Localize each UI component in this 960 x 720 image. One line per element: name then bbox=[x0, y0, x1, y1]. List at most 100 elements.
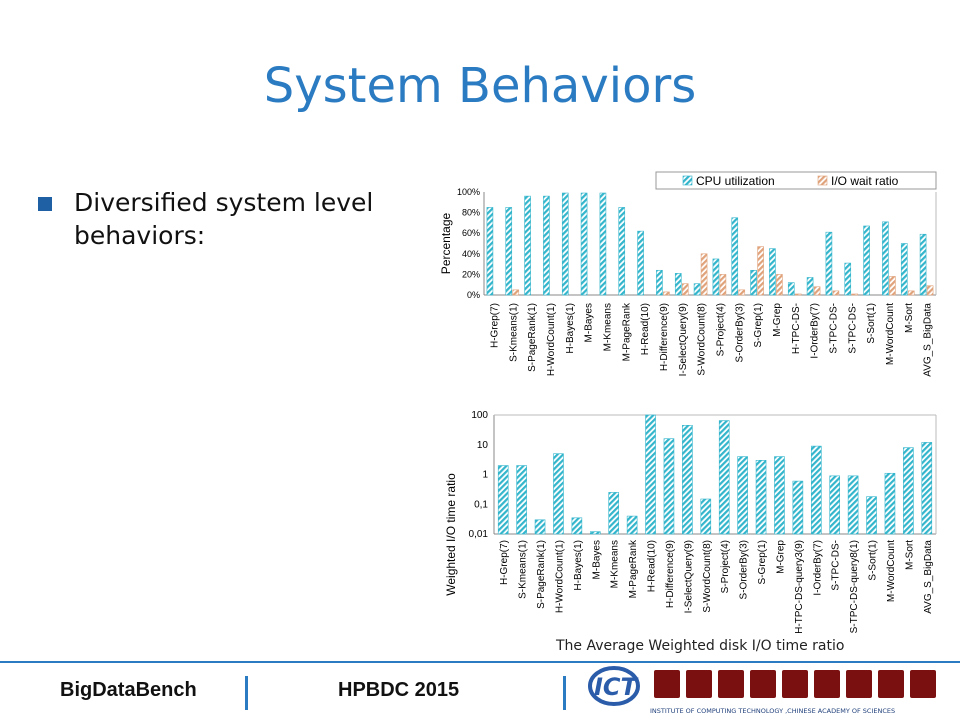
cpu-bar bbox=[637, 230, 644, 296]
x-tick-label: H-WordCount(1) bbox=[546, 303, 557, 376]
io-ratio-bar bbox=[645, 414, 656, 535]
chinese-name-glyphs bbox=[654, 670, 936, 698]
io-ratio-bar bbox=[810, 445, 822, 535]
x-tick-label: S-Grep(1) bbox=[753, 303, 764, 347]
cpu-bar bbox=[524, 195, 531, 296]
cpu-bar bbox=[769, 248, 776, 296]
x-tick-label: H-Grep(7) bbox=[489, 303, 500, 348]
x-tick-label: M-PageRank bbox=[621, 302, 632, 361]
io-ratio-bar bbox=[682, 425, 693, 535]
y-tick-label: 80% bbox=[462, 208, 480, 218]
footer-conference: HPBDC 2015 bbox=[338, 679, 460, 701]
cpu-bar bbox=[618, 207, 626, 296]
legend-label: CPU utilization bbox=[696, 174, 775, 188]
cpu-bar bbox=[787, 282, 795, 296]
cpu-bar bbox=[486, 207, 494, 296]
x-tick-label: M-WordCount bbox=[886, 540, 897, 602]
io-ratio-bar bbox=[589, 531, 601, 535]
y-tick-label: 60% bbox=[462, 228, 480, 238]
x-tick-label: S-Kmeans(1) bbox=[518, 540, 529, 599]
cpu-bar bbox=[825, 231, 833, 296]
io-wait-bar bbox=[926, 285, 934, 296]
io-wait-bar bbox=[738, 289, 746, 296]
io-ratio-bar bbox=[903, 447, 914, 535]
legend-box bbox=[655, 171, 937, 190]
io-ratio-bar bbox=[921, 442, 933, 535]
slide-title: System Behaviors bbox=[263, 58, 697, 114]
io-wait-bar bbox=[813, 286, 821, 296]
x-tick-label: M-Grep bbox=[775, 540, 786, 574]
cpu-bar bbox=[693, 283, 701, 296]
y-tick-label: 20% bbox=[462, 269, 480, 279]
io-wait-bar bbox=[663, 291, 670, 296]
x-tick-label: AVG_S_BigData bbox=[923, 303, 934, 377]
x-tick-label: H-Difference(9) bbox=[659, 303, 670, 371]
x-tick-label: M-Kmeans bbox=[602, 303, 613, 351]
io-ratio-bar bbox=[829, 475, 841, 535]
legend-swatch bbox=[682, 175, 693, 186]
io-ratio-bar bbox=[737, 456, 748, 535]
x-tick-label: H-WordCount(1) bbox=[554, 540, 565, 613]
y-tick-label: 10 bbox=[477, 440, 489, 451]
cpu-bar bbox=[882, 221, 889, 296]
io-ratio-bar bbox=[516, 465, 527, 535]
bullet-text: Diversified system level behaviors: bbox=[74, 188, 374, 250]
io-ratio-bar bbox=[553, 453, 564, 535]
cpu-bar bbox=[599, 192, 607, 296]
io-wait-bar bbox=[776, 274, 783, 296]
io-ratio-bar bbox=[884, 472, 896, 535]
x-tick-label: I-OrderBy(7) bbox=[810, 303, 821, 359]
x-tick-label: S-TPC-DS-query8(1) bbox=[849, 540, 860, 633]
footer-separator bbox=[245, 676, 248, 710]
y-tick-label: 100 bbox=[471, 410, 488, 421]
y-axis-label: Weighted I/O time ratio bbox=[444, 473, 458, 596]
cpu-bar bbox=[919, 233, 927, 296]
x-tick-label: S-OrderBy(3) bbox=[739, 540, 750, 599]
x-tick-label: S-Project(4) bbox=[715, 303, 726, 356]
svg-text:ICT: ICT bbox=[594, 673, 639, 701]
x-tick-label: S-TPC-DS- bbox=[847, 303, 858, 354]
x-tick-label: H-TPC-DS- bbox=[791, 303, 802, 354]
chart-caption: The Average Weighted disk I/O time ratio bbox=[556, 638, 845, 654]
y-tick-label: 0,01 bbox=[469, 529, 489, 540]
io-wait-bar bbox=[851, 293, 859, 296]
footer-divider bbox=[0, 661, 960, 663]
y-tick-label: 40% bbox=[462, 249, 480, 259]
x-tick-label: S-Project(4) bbox=[720, 540, 731, 593]
bullet-marker bbox=[38, 197, 52, 211]
io-wait-bar bbox=[700, 253, 708, 296]
x-tick-label: I-OrderBy(7) bbox=[812, 540, 823, 596]
io-ratio-bar bbox=[663, 438, 675, 535]
cpu-bar bbox=[806, 277, 814, 296]
io-ratio-bar bbox=[534, 519, 546, 535]
cpu-bar bbox=[900, 243, 908, 296]
x-tick-label: S-PageRank(1) bbox=[527, 303, 538, 372]
weighted-io-chart: 0,01 0,1 1 10 100 Weighted I/O time ratio H-Gr… bbox=[444, 410, 937, 634]
x-tick-label: S-WordCount(8) bbox=[697, 303, 708, 376]
x-tick-label: S-Sort(1) bbox=[868, 540, 879, 581]
x-tick-label: M-Bayes bbox=[584, 303, 595, 342]
legend-swatch bbox=[817, 175, 828, 186]
x-tick-label: H-TPC-DS-query3(9) bbox=[794, 540, 805, 634]
io-wait-bar bbox=[889, 276, 896, 296]
x-tick-label: H-Read(10) bbox=[647, 540, 658, 592]
x-tick-label: M-Sort bbox=[904, 303, 915, 333]
x-tick-label: M-Bayes bbox=[591, 540, 602, 579]
cpu-io-wait-chart: 0% 20% 40% 60% 80% 100% Percentage CPU utilizat… bbox=[439, 171, 937, 377]
x-tick-label: M-Grep bbox=[772, 303, 783, 337]
x-tick-label: I-SelectQuery(9) bbox=[683, 540, 694, 613]
cpu-bar bbox=[863, 225, 870, 296]
x-tick-label: H-Bayes(1) bbox=[573, 540, 584, 591]
y-tick-label: 1 bbox=[482, 470, 488, 481]
x-tick-label: M-PageRank bbox=[628, 539, 639, 598]
ict-logo: ICT INSTITUTE OF COMPUTING TECHNOLOGY ,C… bbox=[588, 666, 936, 715]
io-wait-bar bbox=[512, 289, 520, 296]
cpu-bar bbox=[580, 192, 588, 296]
institute-name: INSTITUTE OF COMPUTING TECHNOLOGY ,CHINE… bbox=[650, 707, 895, 715]
x-tick-label: M-Kmeans bbox=[610, 540, 621, 588]
footer-separator bbox=[563, 676, 566, 710]
io-ratio-bar bbox=[718, 420, 730, 535]
x-tick-label: AVG_S_BigData bbox=[923, 540, 934, 614]
x-tick-label: H-Difference(9) bbox=[665, 540, 676, 608]
x-tick-label: S-WordCount(8) bbox=[702, 540, 713, 613]
